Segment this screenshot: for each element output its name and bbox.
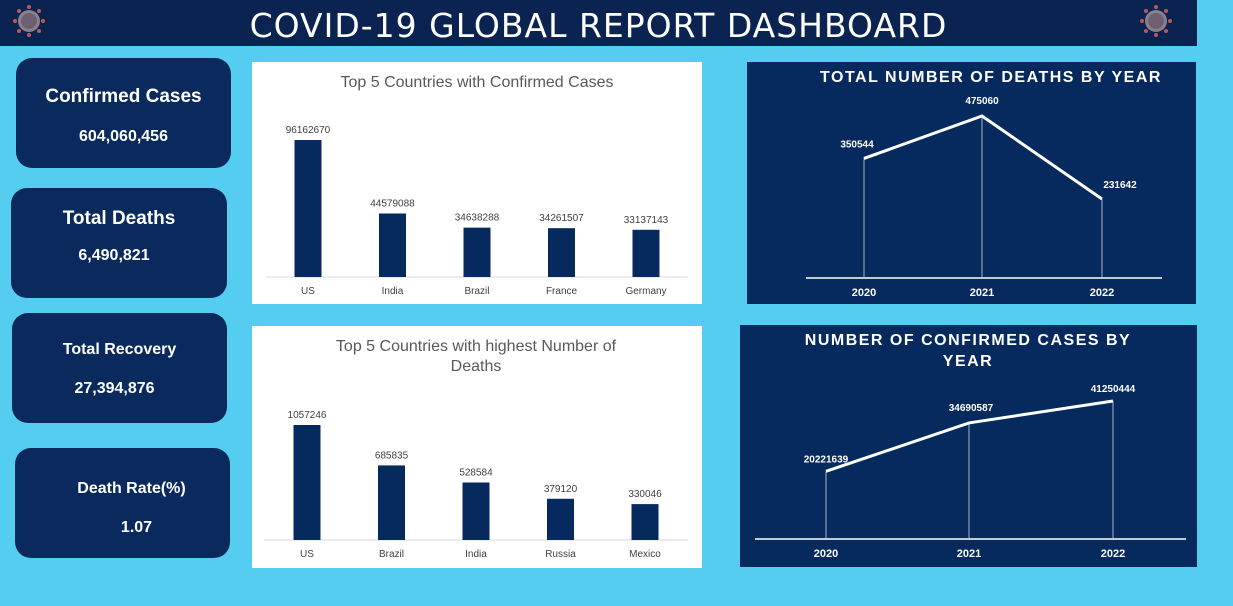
kpi-total-deaths: Total Deaths 6,490,821 xyxy=(11,188,227,298)
bar-france xyxy=(548,228,575,277)
kpi-label: Total Recovery xyxy=(62,341,177,358)
category-label: India xyxy=(382,286,404,297)
data-label: 44579088 xyxy=(370,198,415,209)
data-label: 33137143 xyxy=(624,215,669,226)
data-label: 231642 xyxy=(1103,180,1137,191)
bar-chart-confirmed-svg: Top 5 Countries with Confirmed Cases 961… xyxy=(266,74,688,297)
bar-brazil xyxy=(463,227,491,277)
dashboard-header: COVID-19 GLOBAL REPORT DASHBOARD xyxy=(0,0,1197,46)
category-label: India xyxy=(465,549,487,560)
series-line xyxy=(825,399,1114,473)
bar-us xyxy=(294,140,322,277)
bar-russia xyxy=(547,498,574,540)
data-label: 96162670 xyxy=(286,125,331,136)
coronavirus-icon xyxy=(13,5,45,37)
line-chart-deaths-svg: TOTAL NUMBER OF DEATHS BY YEAR 350544 202… xyxy=(806,69,1162,299)
category-label: US xyxy=(301,286,315,297)
kpi-total-recovery: Total Recovery 27,394,876 xyxy=(12,313,227,423)
chart-title: TOTAL NUMBER OF DEATHS BY YEAR xyxy=(820,69,1162,86)
bar-brazil xyxy=(378,465,405,540)
x-tick-label: 2021 xyxy=(957,548,981,560)
chart-title: Top 5 Countries with Confirmed Cases xyxy=(340,74,613,91)
kpi-death-rate: Death Rate(%) 1.07 xyxy=(15,448,230,558)
bar-mexico xyxy=(631,504,659,540)
data-label: 34261507 xyxy=(539,213,584,224)
bar-chart-deaths-svg: Top 5 Countries with highest Number of De… xyxy=(264,338,688,560)
data-label: 34638288 xyxy=(455,213,500,224)
category-label: Russia xyxy=(545,549,576,560)
x-tick-label: 2022 xyxy=(1101,548,1125,560)
kpi-value: 27,394,876 xyxy=(74,380,155,397)
data-label: 685835 xyxy=(375,450,409,461)
category-label: US xyxy=(300,549,314,560)
kpi-label: Death Rate(%) xyxy=(77,480,186,497)
line-chart-confirmed-svg: NUMBER OF CONFIRMED CASES BY YEAR 2022163… xyxy=(755,332,1186,560)
kpi-confirmed-cases: Confirmed Cases 604,060,456 xyxy=(16,58,231,168)
category-label: Germany xyxy=(625,286,666,297)
bar-germany xyxy=(632,229,660,277)
coronavirus-icon xyxy=(1140,5,1172,37)
chart-top5-confirmed: Top 5 Countries with Confirmed Cases 961… xyxy=(252,62,702,304)
chart-top5-deaths: Top 5 Countries with highest Number of De… xyxy=(252,326,702,568)
chart-confirmed-by-year: NUMBER OF CONFIRMED CASES BY YEAR 2022163… xyxy=(740,325,1197,567)
data-label: 34690587 xyxy=(949,403,994,414)
data-label: 350544 xyxy=(840,139,874,150)
x-tick-label: 2021 xyxy=(970,287,994,299)
kpi-label: Confirmed Cases xyxy=(45,86,202,107)
bar-india xyxy=(379,213,406,277)
page-title: COVID-19 GLOBAL REPORT DASHBOARD xyxy=(249,6,948,45)
chart-title: NUMBER OF CONFIRMED CASES BY YEAR xyxy=(805,332,1131,370)
data-label: 475060 xyxy=(965,96,999,107)
x-tick-label: 2022 xyxy=(1090,287,1114,299)
x-tick-label: 2020 xyxy=(814,548,838,560)
bar-us xyxy=(293,425,321,540)
kpi-value: 1.07 xyxy=(120,519,153,536)
data-label: 330046 xyxy=(628,489,662,500)
data-label: 41250444 xyxy=(1091,384,1136,395)
category-label: Mexico xyxy=(629,549,661,560)
category-label: France xyxy=(546,286,578,297)
data-label: 20221639 xyxy=(804,454,849,465)
kpi-label: Total Deaths xyxy=(62,208,176,229)
chart-title: Top 5 Countries with highest Number of De… xyxy=(336,338,617,375)
kpi-value: 6,490,821 xyxy=(78,247,150,264)
data-label: 528584 xyxy=(459,468,493,479)
category-label: Brazil xyxy=(464,286,489,297)
series-line xyxy=(863,114,1103,201)
x-tick-label: 2020 xyxy=(852,287,876,299)
kpi-value: 604,060,456 xyxy=(79,128,168,145)
data-label: 1057246 xyxy=(288,410,327,421)
chart-deaths-by-year: TOTAL NUMBER OF DEATHS BY YEAR 350544 202… xyxy=(747,62,1196,304)
category-label: Brazil xyxy=(379,549,404,560)
bar-india xyxy=(462,482,490,540)
data-label: 379120 xyxy=(544,484,578,495)
